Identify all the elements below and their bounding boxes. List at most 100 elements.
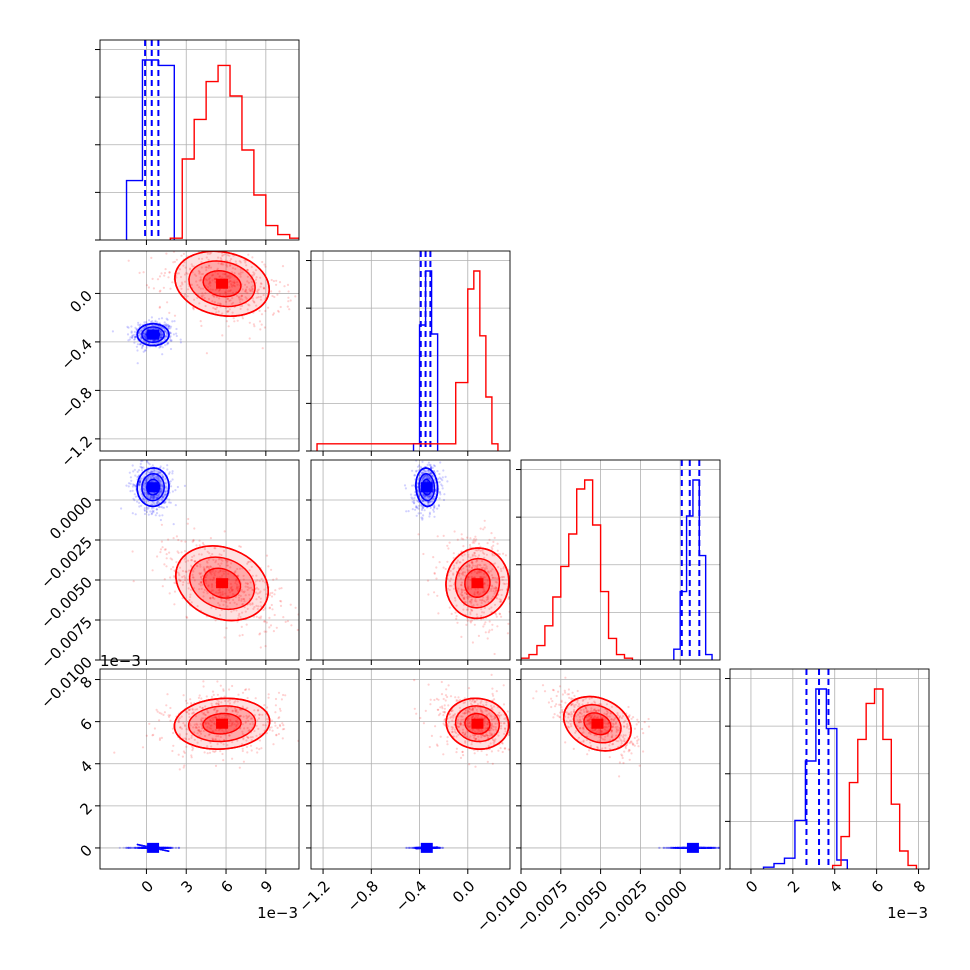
sample-point (459, 577, 463, 580)
sample-point (431, 466, 434, 469)
sample-point (138, 324, 141, 327)
sample-point (411, 484, 414, 487)
sample-point (483, 582, 486, 585)
sample-point (465, 565, 468, 568)
sample-point (518, 600, 520, 602)
sample-point (258, 713, 261, 716)
sample-point (425, 480, 429, 483)
sample-point (162, 846, 165, 850)
sample-point (205, 269, 208, 272)
sample-point (155, 508, 158, 511)
sample-point (169, 557, 172, 560)
sample-point (234, 260, 237, 263)
sample-point (140, 846, 143, 850)
sample-point (471, 728, 474, 731)
sample-point (165, 846, 168, 850)
sample-point (165, 846, 168, 850)
sample-point (491, 552, 494, 555)
sample-point (209, 284, 212, 287)
sample-point (261, 713, 264, 716)
sample-point (251, 603, 254, 606)
sample-point (422, 506, 425, 509)
sample-point (231, 710, 234, 713)
sample-point (427, 474, 430, 478)
sample-point (153, 244, 155, 246)
sample-point (228, 702, 231, 705)
sample-point (147, 513, 150, 516)
sample-point (518, 740, 520, 742)
sample-point (229, 566, 232, 569)
sample-point (408, 846, 411, 850)
sample-point (191, 555, 194, 559)
sample-point (501, 575, 504, 579)
sample-point (476, 572, 479, 575)
sample-point (217, 728, 220, 732)
sample-point (198, 286, 201, 289)
sample-point (244, 594, 247, 597)
sample-point (518, 741, 520, 743)
sample-point (464, 731, 467, 734)
sample-point (232, 284, 235, 287)
sample-point (279, 725, 282, 728)
sample-point (159, 326, 162, 329)
sample-point (163, 274, 166, 277)
sample-point (210, 573, 213, 576)
sample-point (186, 702, 189, 705)
sample-point (183, 550, 187, 553)
sample-point (204, 722, 207, 726)
sample-point (475, 560, 478, 563)
sample-point (134, 846, 137, 850)
sample-point (488, 629, 491, 632)
sample-point (141, 846, 144, 850)
sample-point (209, 741, 212, 744)
sample-point (271, 313, 275, 316)
sample-point (199, 718, 203, 721)
sample-point (192, 576, 195, 579)
sample-point (199, 584, 202, 587)
sample-point (202, 717, 205, 720)
sample-point (207, 266, 210, 269)
sample-point (143, 846, 146, 850)
sample-point (407, 510, 410, 513)
sample-point (249, 560, 252, 563)
sample-point (155, 470, 158, 473)
sample-point (482, 576, 485, 579)
sample-point (175, 327, 178, 331)
sample-point (462, 596, 465, 599)
sample-point (259, 295, 262, 298)
sample-point (141, 846, 144, 850)
sample-point (139, 479, 142, 483)
sample-point (132, 470, 135, 473)
sample-point (215, 716, 218, 720)
sample-point (202, 595, 205, 598)
sample-point (480, 601, 483, 605)
sample-point (251, 290, 254, 293)
sample-point (133, 484, 137, 487)
sample-point (165, 243, 167, 245)
density-peak (147, 842, 160, 853)
sample-point (498, 598, 501, 601)
sample-point (147, 286, 150, 289)
sample-point (446, 736, 449, 739)
sample-point (191, 749, 194, 752)
sample-point (159, 846, 162, 850)
sample-point (463, 591, 467, 595)
sample-point (167, 538, 170, 541)
sample-point (455, 615, 458, 618)
sample-point (498, 714, 501, 717)
sample-point (199, 565, 202, 568)
sample-point (438, 490, 441, 493)
sample-point (239, 268, 242, 271)
sample-point (133, 330, 136, 333)
sample-point (490, 574, 494, 577)
sample-point (148, 471, 151, 474)
sample-point (152, 506, 155, 509)
sample-point (167, 846, 170, 850)
sample-point (152, 497, 155, 500)
sample-point (228, 299, 231, 302)
sample-point (290, 624, 293, 627)
sample-point (262, 293, 265, 297)
sample-point (186, 272, 189, 275)
sample-point (161, 346, 164, 349)
sample-point (226, 595, 229, 598)
